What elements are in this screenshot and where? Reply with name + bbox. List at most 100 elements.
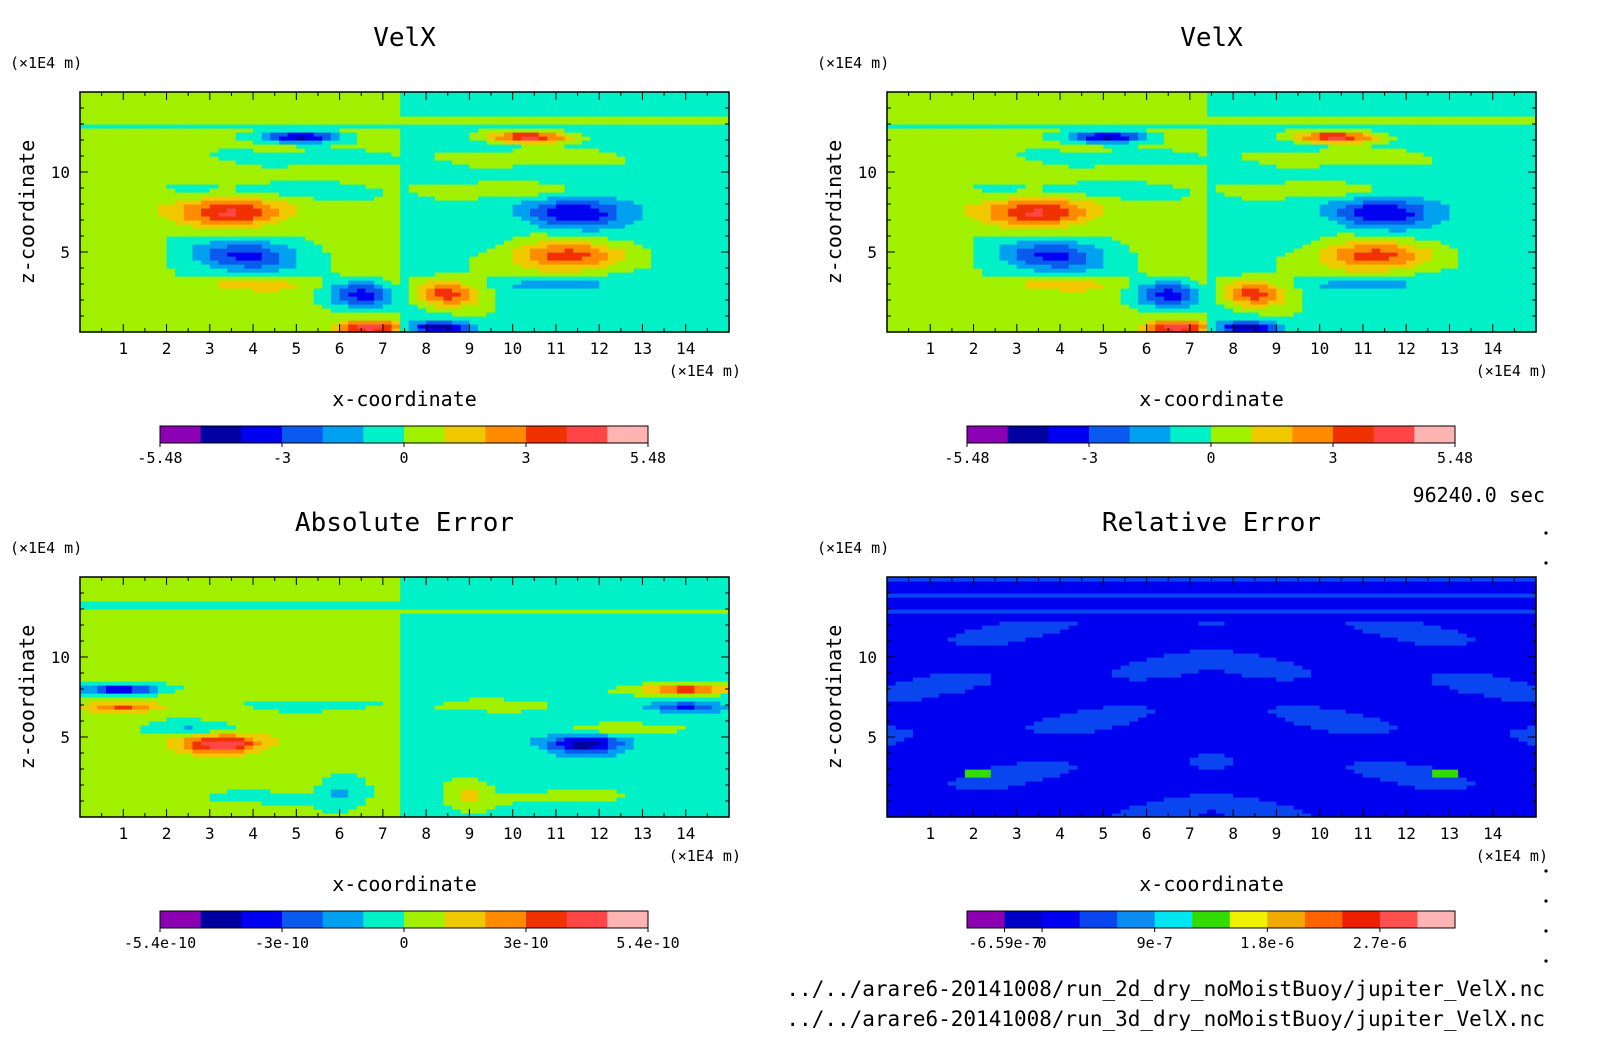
field-cell	[296, 184, 306, 189]
field-cell	[904, 212, 914, 217]
field-cell	[261, 252, 271, 257]
field-cell	[434, 172, 445, 177]
field-cell	[452, 236, 462, 241]
field-cell	[279, 160, 289, 165]
field-cell	[495, 296, 505, 301]
field-cell	[590, 220, 600, 225]
field-cell	[677, 252, 687, 257]
field-cell	[348, 176, 358, 181]
field-cell	[105, 324, 116, 329]
field-cell	[555, 156, 566, 161]
field-cell	[426, 192, 436, 197]
field-cell	[426, 120, 436, 125]
field-cell	[218, 152, 228, 157]
field-cell	[304, 292, 315, 297]
field-cell	[209, 240, 220, 245]
field-cell	[287, 200, 297, 205]
field-cell	[382, 276, 393, 281]
field-cell	[408, 308, 419, 313]
field-cell	[348, 144, 358, 149]
field-cell	[711, 308, 721, 313]
field-cell	[400, 248, 410, 253]
field-cell	[287, 176, 297, 181]
field-cell	[105, 304, 116, 309]
field-cell	[685, 300, 695, 305]
field-cell	[504, 176, 514, 181]
field-cell	[157, 204, 168, 209]
field-cell	[564, 308, 574, 313]
field-cell	[599, 96, 609, 101]
field-cell	[887, 236, 897, 241]
field-cell	[651, 116, 661, 121]
field-cell	[512, 288, 522, 293]
field-cell	[521, 200, 531, 205]
field-cell	[261, 116, 271, 121]
field-cell	[521, 92, 531, 97]
field-cell	[564, 260, 574, 265]
field-cell	[270, 264, 280, 269]
field-cell	[88, 128, 98, 133]
field-cell	[227, 252, 237, 257]
field-cell	[904, 200, 914, 205]
field-cell	[720, 312, 730, 317]
field-cell	[547, 168, 557, 173]
field-cell	[304, 136, 315, 141]
field-cell	[469, 144, 479, 149]
field-cell	[123, 140, 133, 145]
field-cell	[642, 148, 652, 153]
field-cell	[512, 148, 522, 153]
field-cell	[904, 268, 914, 273]
field-cell	[374, 120, 384, 125]
field-cell	[668, 244, 678, 249]
field-cell	[426, 220, 436, 225]
field-cell	[504, 252, 514, 257]
field-cell	[478, 208, 488, 213]
field-cell	[88, 240, 98, 245]
field-cell	[270, 180, 280, 185]
field-cell	[659, 176, 670, 181]
field-cell	[218, 296, 228, 301]
field-cell	[313, 104, 323, 109]
field-cell	[486, 140, 496, 145]
field-cell	[633, 232, 644, 237]
field-cell	[296, 324, 306, 329]
field-cell	[235, 168, 246, 173]
field-cell	[616, 292, 626, 297]
field-cell	[304, 316, 315, 321]
field-cell	[253, 236, 263, 241]
field-cell	[339, 272, 349, 277]
field-cell	[88, 168, 98, 173]
x-unit-label: (×1E4 m)	[669, 362, 741, 380]
field-cell	[599, 136, 609, 141]
field-cell	[912, 180, 923, 185]
field-cell	[930, 180, 940, 185]
field-cell	[218, 176, 228, 181]
field-cell	[209, 308, 220, 313]
field-cell	[711, 280, 721, 285]
field-cell	[304, 212, 315, 217]
field-cell	[391, 96, 401, 101]
field-cell	[599, 224, 609, 229]
field-cell	[564, 216, 574, 221]
field-cell	[244, 100, 254, 105]
field-cell	[659, 300, 670, 305]
field-cell	[140, 136, 150, 141]
field-cell	[408, 236, 419, 241]
field-cell	[512, 152, 522, 157]
field-cell	[296, 164, 306, 169]
field-cell	[322, 168, 332, 173]
field-cell	[149, 304, 159, 309]
field-cell	[330, 240, 341, 245]
field-cell	[538, 228, 548, 233]
field-cell	[166, 276, 176, 281]
field-cell	[538, 260, 548, 265]
field-cell	[304, 112, 315, 117]
field-cell	[651, 160, 661, 165]
field-cell	[469, 320, 479, 325]
field-cell	[183, 192, 194, 197]
field-cell	[296, 276, 306, 281]
field-cell	[253, 308, 263, 313]
field-cell	[244, 136, 254, 141]
field-cell	[547, 260, 557, 265]
field-cell	[711, 184, 721, 189]
